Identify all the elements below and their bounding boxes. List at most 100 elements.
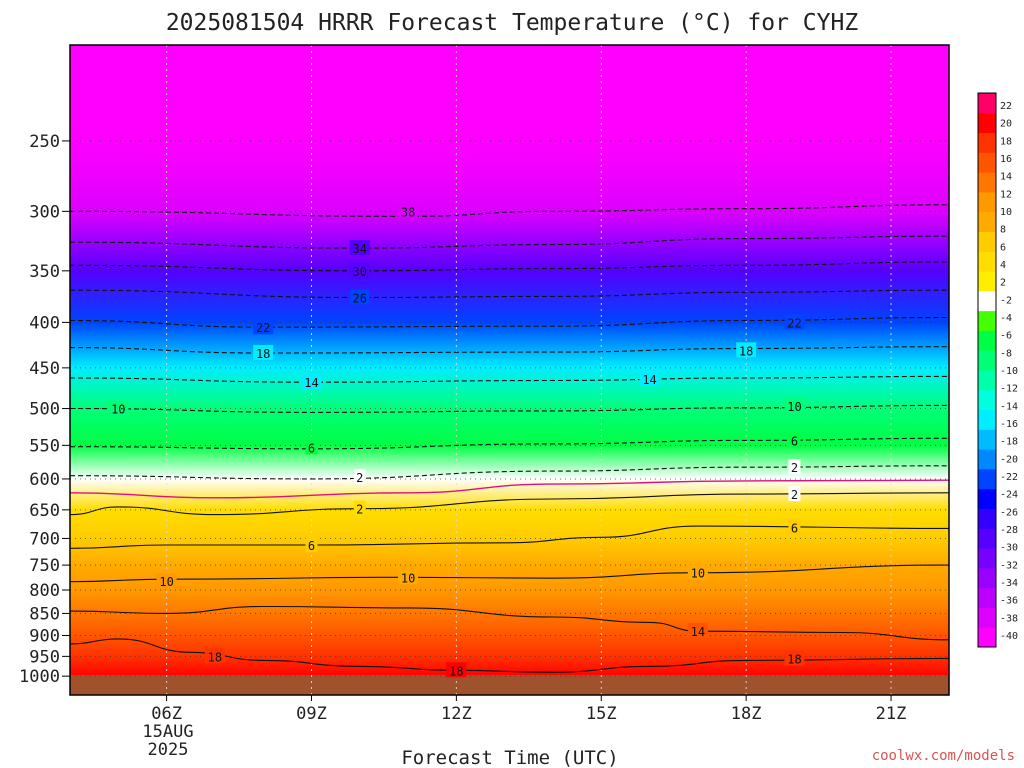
isotherm-label: 34	[353, 242, 367, 256]
isotherm-line	[70, 605, 949, 641]
isotherm-label: 10	[691, 567, 705, 581]
x-tick-label: 12Z	[441, 704, 472, 724]
colorbar-label: 18	[1000, 136, 1012, 147]
isotherm-label-bg	[788, 459, 801, 475]
isotherm-label-bg	[784, 314, 805, 330]
colorbar-label: 6	[1000, 242, 1006, 253]
isotherm-label: 10	[111, 403, 125, 417]
colorbar-segment	[978, 290, 996, 312]
y-tick-label: 400	[29, 313, 60, 333]
colorbar-label: 20	[1000, 119, 1012, 130]
isotherm-label: 26	[353, 291, 367, 305]
colorbar-segment	[978, 330, 996, 351]
isotherm-label: 2	[356, 503, 363, 517]
isotherm-line	[70, 204, 949, 217]
y-tick-label: 450	[29, 359, 60, 379]
isotherm-label: 18	[208, 650, 222, 664]
isotherm-line	[70, 465, 949, 480]
y-tick-label: 550	[29, 436, 60, 456]
isotherm-label: 10	[159, 575, 173, 589]
isotherm-line	[70, 437, 949, 450]
colorbar-segment	[978, 587, 996, 608]
isotherm-label-bg	[301, 374, 322, 390]
colorbar-label: -2	[1000, 295, 1012, 306]
chart-title: 2025081504 HRRR Forecast Temperature (°C…	[166, 10, 859, 36]
isotherm-label: 2	[791, 488, 798, 502]
isotherm-label: 18	[256, 347, 270, 361]
colorbar-label: -16	[1000, 419, 1018, 430]
y-tick-label: 250	[29, 132, 60, 152]
isotherm-label-bg	[784, 398, 805, 414]
colorbar-segment	[978, 389, 996, 411]
isotherm-label-bg	[687, 564, 708, 580]
isotherm-label-bg	[788, 432, 801, 448]
isotherm-label-bg	[353, 469, 366, 485]
isotherm-label: 2	[356, 471, 363, 485]
isotherm-label-bg	[398, 203, 419, 219]
isotherm-label: 10	[401, 571, 415, 585]
colorbar-label: -40	[1000, 631, 1018, 642]
isotherm-label-bg	[639, 370, 660, 386]
isotherm-label-bg	[108, 400, 129, 416]
isotherm-label-bg	[788, 519, 801, 535]
isotherm-label: 6	[308, 539, 315, 553]
colorbar-segment	[978, 350, 996, 371]
isotherm-line	[70, 479, 949, 499]
isotherm-label-bg	[784, 650, 805, 666]
colorbar-label: -22	[1000, 472, 1018, 483]
isotherm-line	[70, 525, 949, 549]
x-tick-label: 18Z	[731, 704, 762, 724]
isotherm-label: 18	[449, 664, 463, 678]
colorbar-label: -18	[1000, 437, 1018, 448]
isotherm-line	[70, 235, 949, 249]
ground-layer	[70, 675, 949, 695]
x-tick-label: 15Z	[586, 704, 617, 724]
colorbar-label: -20	[1000, 454, 1018, 465]
x-axis: 06Z 09Z 12Z 15Z 18Z 21Z	[151, 695, 906, 724]
isotherm-label: 14	[642, 373, 656, 387]
isotherm-line	[70, 492, 949, 516]
isotherm-label: 2	[791, 461, 798, 475]
colorbar-segment	[978, 251, 996, 272]
isotherm-label: 18	[739, 344, 753, 358]
isotherm-line	[70, 346, 949, 354]
isotherm-line	[70, 261, 949, 272]
isotherm-label: 14	[691, 625, 705, 639]
isotherm-label-bg	[156, 573, 177, 589]
isotherm-label-bg	[398, 569, 419, 585]
isotherm-label-bg	[305, 537, 318, 553]
isotherm-line	[70, 316, 949, 328]
colorbar-segment	[978, 567, 996, 589]
isotherm-label-bg	[349, 262, 370, 278]
isotherm-label: 22	[787, 316, 801, 330]
colorbar-label: -34	[1000, 578, 1018, 589]
colorbar-label: 2	[1000, 278, 1006, 289]
colorbar-segment	[978, 271, 996, 292]
colorbar-segment	[978, 211, 996, 232]
x-tick-label: 21Z	[876, 704, 907, 724]
temperature-fill	[70, 45, 949, 695]
colorbar-label: -8	[1000, 348, 1012, 359]
y-tick-label: 950	[29, 647, 60, 667]
colorbar-segment	[978, 231, 996, 252]
y-tick-label: 500	[29, 400, 60, 420]
colorbar-label: 14	[1000, 172, 1012, 183]
isotherm-line	[70, 375, 949, 383]
colorbar-segment	[978, 429, 996, 450]
isotherm-label: 22	[256, 321, 270, 335]
colorbar-segment	[978, 528, 996, 549]
y-tick-label: 700	[29, 529, 60, 549]
colorbar-segment	[978, 627, 996, 648]
isotherm-line	[70, 638, 949, 673]
colorbar-segment	[978, 449, 996, 470]
colorbar-segment	[978, 508, 996, 529]
y-tick-label: 850	[29, 604, 60, 624]
x-tick-label: 09Z	[296, 704, 327, 724]
ground-surface	[70, 675, 949, 695]
colorbar-label: -38	[1000, 613, 1018, 624]
colorbar-label: -6	[1000, 331, 1012, 342]
isotherm-label-bg	[349, 240, 370, 256]
